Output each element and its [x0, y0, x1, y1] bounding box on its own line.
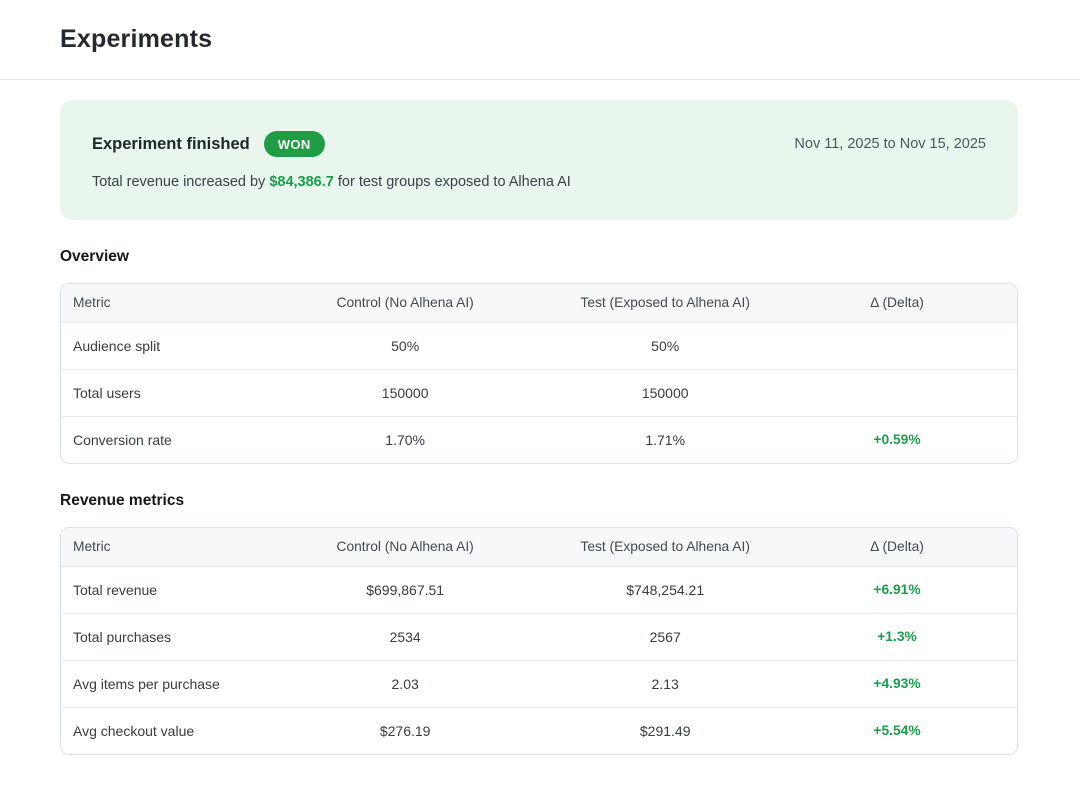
summary-prefix: Total revenue increased by [92, 174, 270, 190]
overview-table: Metric Control (No Alhena AI) Test (Expo… [60, 283, 1018, 464]
cell-test: 2567 [553, 612, 778, 660]
revenue-table: Metric Control (No Alhena AI) Test (Expo… [60, 527, 1018, 755]
cell-test: 2.13 [553, 659, 778, 707]
cell-test: 1.71% [553, 415, 778, 463]
cell-delta: +5.54% [777, 706, 1017, 754]
summary-highlight: $84,386.7 [269, 174, 334, 190]
cell-metric: Avg items per purchase [61, 659, 257, 707]
column-header-metric: Metric [61, 284, 257, 323]
banner-summary: Total revenue increased by $84,386.7 for… [92, 174, 986, 190]
column-header-control: Control (No Alhena AI) [256, 528, 554, 567]
revenue-heading: Revenue metrics [60, 492, 185, 509]
cell-control: 50% [391, 337, 420, 354]
table-row: Total revenue $699,867.51 $748,254.21 +6.91… [61, 566, 1017, 613]
table-row: Total purchases 2534 2567 +1.3% [61, 612, 1017, 660]
cell-delta: +0.59% [777, 415, 1017, 463]
date-range: Nov 11, 2025 to Nov 15, 2025 [794, 136, 986, 152]
banner-top-row: Experiment finished WON Nov 11, 2025 to … [92, 131, 986, 157]
cell-metric: Conversion rate [61, 415, 257, 463]
column-header-delta: Δ (Delta) [777, 284, 1017, 323]
column-header-test: Test (Exposed to Alhena AI) [553, 528, 778, 567]
table-row: Total users 150000 150000 [61, 368, 1017, 416]
column-header-test: Test (Exposed to Alhena AI) [553, 284, 778, 323]
cell-delta [777, 368, 1017, 416]
page-title: Experiments [60, 25, 213, 53]
cell-test: 50% [651, 337, 680, 354]
column-header-control: Control (No Alhena AI) [256, 284, 554, 323]
main-content: Experiment finished WON Nov 11, 2025 to … [0, 100, 1080, 755]
cell-delta: +4.93% [777, 659, 1017, 707]
cell-metric: Total users [61, 368, 257, 416]
table-row: Audience split 50% 50% [61, 322, 1017, 369]
cell-control: 1.70% [256, 415, 554, 463]
result-banner: Experiment finished WON Nov 11, 2025 to … [60, 100, 1018, 220]
cell-metric: Total purchases [61, 612, 257, 660]
table-row: Avg items per purchase 2.03 2.13 +4.93% [61, 659, 1017, 707]
overview-header-row: Metric Control (No Alhena AI) Test (Expo… [61, 284, 1017, 323]
column-header-metric: Metric [61, 528, 257, 567]
cell-delta: +1.3% [777, 612, 1017, 660]
status-badge: WON [263, 131, 325, 157]
cell-test: $748,254.21 [626, 581, 705, 598]
banner-heading: Experiment finished [92, 134, 250, 153]
section-revenue-metrics: Revenue metrics Metric Control (No Alhen… [60, 492, 1018, 755]
cell-control: 150000 [256, 368, 554, 416]
table-row: Conversion rate 1.70% 1.71% +0.59% [61, 415, 1017, 463]
cell-metric: Avg checkout value [61, 706, 257, 754]
cell-test: 150000 [553, 368, 778, 416]
table-row: Avg checkout value $276.19 $291.49 +5.54% [61, 706, 1017, 754]
cell-delta [777, 322, 1017, 369]
cell-control: 2.03 [256, 659, 554, 707]
revenue-header-row: Metric Control (No Alhena AI) Test (Expo… [61, 528, 1017, 567]
summary-suffix: for test groups exposed to Alhena AI [333, 174, 571, 190]
cell-metric: Total revenue [73, 581, 158, 598]
cell-control: 2534 [256, 612, 554, 660]
cell-control: $276.19 [256, 706, 554, 754]
cell-delta: +6.91% [873, 582, 921, 597]
overview-heading: Overview [60, 248, 129, 265]
column-header-delta: Δ (Delta) [777, 528, 1017, 567]
section-overview: Overview Metric Control (No Alhena AI) T… [60, 248, 1018, 464]
cell-metric: Audience split [73, 337, 161, 354]
cell-test: $291.49 [553, 706, 778, 754]
cell-control: $699,867.51 [366, 581, 445, 598]
page-header: Experiments [0, 0, 1080, 80]
